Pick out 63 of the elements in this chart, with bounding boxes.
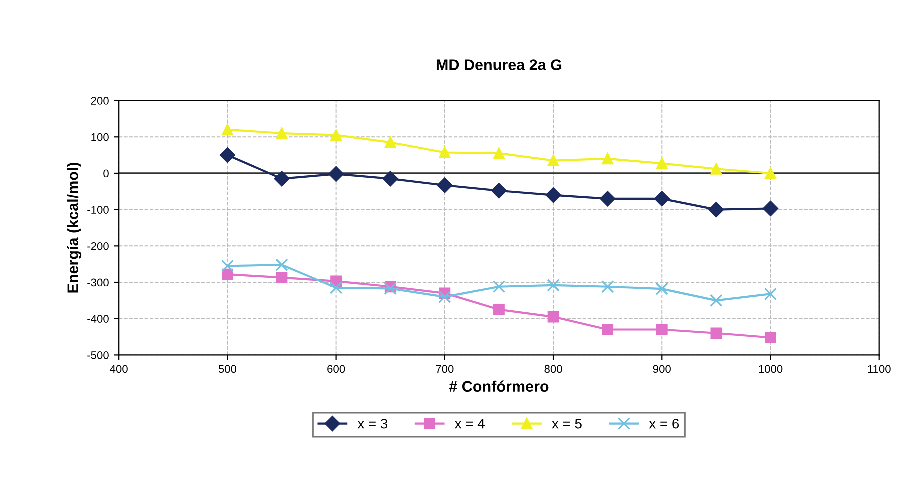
point <box>764 288 778 301</box>
y-tick-label: -400 <box>88 315 109 323</box>
point <box>276 258 288 272</box>
point <box>494 148 505 160</box>
legend-label: x = 5 <box>552 419 582 429</box>
legend-label: x = 3 <box>358 418 388 429</box>
point <box>765 332 776 344</box>
point <box>601 280 614 294</box>
point <box>221 260 234 273</box>
point <box>710 294 723 308</box>
point <box>330 282 343 294</box>
point <box>328 166 344 182</box>
point <box>763 201 778 216</box>
point <box>600 191 616 207</box>
point <box>602 153 614 165</box>
point <box>765 168 776 180</box>
point <box>276 272 288 284</box>
point <box>439 147 451 158</box>
y-tick-label: -100 <box>88 206 109 214</box>
point <box>220 148 236 164</box>
point <box>656 324 668 336</box>
point <box>492 183 507 199</box>
x-tick-label: 700 <box>436 365 454 374</box>
point <box>382 171 398 187</box>
point <box>438 290 452 304</box>
point <box>276 128 288 140</box>
y-axis-title: Energía (kcal/mol) <box>67 162 82 293</box>
point <box>546 188 562 203</box>
point <box>656 158 668 170</box>
y-tick-label: 100 <box>92 133 109 142</box>
point <box>708 202 724 218</box>
point <box>494 304 505 316</box>
point <box>492 280 506 294</box>
point <box>654 191 670 207</box>
point <box>384 136 396 148</box>
y-tick-label: 200 <box>91 97 109 105</box>
x-tick-label: 800 <box>544 365 562 374</box>
chart-title: MD Denurea 2a G <box>436 60 562 70</box>
x-axis-title: # Confórmero <box>449 380 549 392</box>
legend-label: x = 4 <box>454 419 485 429</box>
y-tick-label: 0 <box>104 170 109 178</box>
x-tick-label: 1100 <box>868 365 891 374</box>
point <box>384 282 397 296</box>
x-tick-label: 900 <box>653 365 671 374</box>
x-tick-label: 1000 <box>759 365 783 374</box>
point <box>602 324 614 336</box>
point <box>548 155 560 166</box>
point <box>274 171 290 187</box>
y-tick-label: -500 <box>88 351 109 360</box>
point <box>547 279 560 292</box>
point <box>437 178 453 194</box>
point <box>548 311 560 323</box>
point <box>330 130 342 142</box>
point <box>710 163 722 175</box>
legend-label: x = 6 <box>649 418 680 429</box>
x-tick-label: 500 <box>218 365 237 374</box>
x-tick-label: 600 <box>328 365 346 374</box>
y-tick-label: -200 <box>88 242 109 250</box>
point <box>710 328 722 340</box>
point <box>222 124 234 136</box>
y-tick-label: -300 <box>88 278 109 287</box>
point <box>656 282 669 296</box>
x-tick-label: 400 <box>110 365 128 374</box>
